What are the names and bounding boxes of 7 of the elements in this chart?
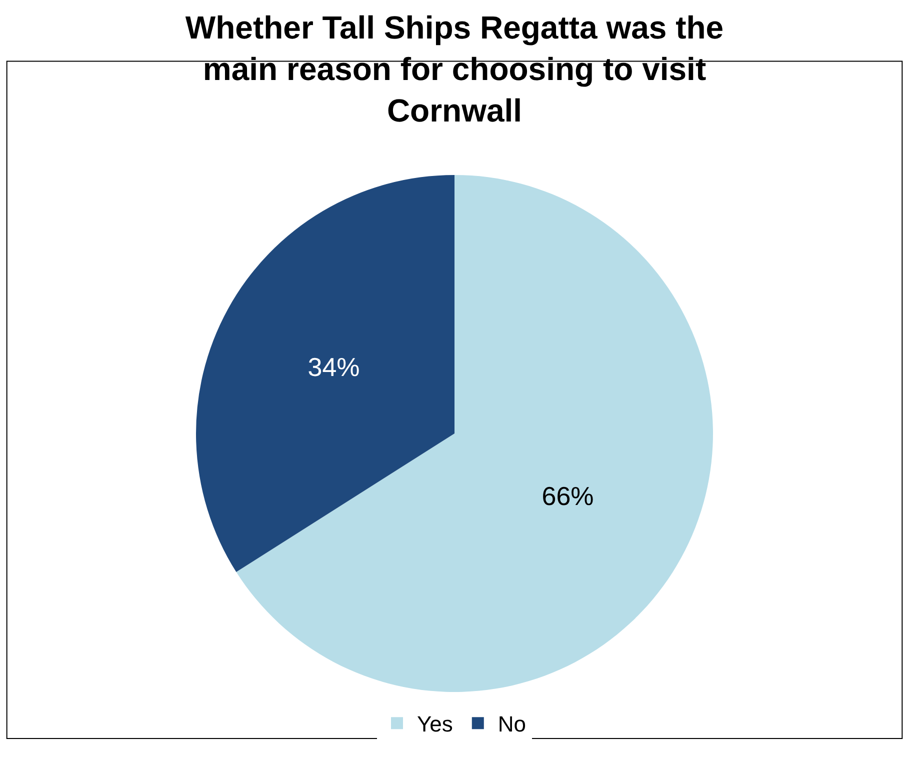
legend-label: No [498, 712, 526, 737]
data-label: 34% [308, 352, 360, 382]
pie-slice [236, 175, 713, 692]
legend-label: Yes [417, 712, 453, 737]
data-label: 66% [542, 480, 594, 511]
chart-title: Whether Tall Ships Regatta was the main reason for choosing to visit Cornwall [185, 9, 724, 129]
pie-slice [196, 175, 454, 572]
